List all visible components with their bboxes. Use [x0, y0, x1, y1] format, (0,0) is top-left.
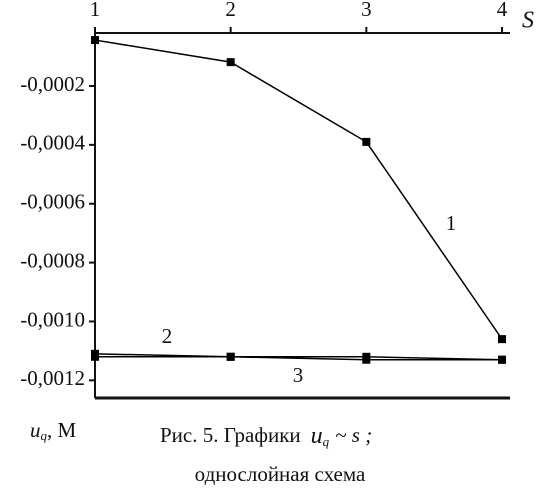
- marker: [226, 352, 235, 361]
- series-label: 3: [293, 363, 304, 387]
- x-tick-label: 2: [225, 0, 236, 21]
- caption-suffix: ~ s ;: [335, 423, 372, 447]
- series-label: 1: [446, 211, 457, 235]
- caption: Рис. 5. Графики uq ~ s ;: [160, 423, 372, 449]
- marker: [498, 335, 506, 344]
- marker: [91, 352, 99, 361]
- caption-sub: q: [323, 434, 330, 449]
- marker: [226, 58, 235, 67]
- x-tick-label: 1: [90, 0, 101, 21]
- caption-line2: однослойная схема: [195, 462, 366, 486]
- caption-symbol: u: [311, 423, 323, 449]
- y-axis-label: uq, М: [30, 418, 77, 443]
- y-label-sub: q: [41, 428, 48, 443]
- marker: [498, 355, 506, 364]
- y-tick-label: -0,0004: [20, 131, 85, 155]
- x-axis-label: S: [522, 8, 534, 34]
- marker: [362, 137, 371, 146]
- y-label-unit: , М: [47, 418, 77, 442]
- x-tick-label: 3: [361, 0, 372, 21]
- series-line: [94, 353, 503, 361]
- y-label-symbol: u: [30, 418, 41, 442]
- y-tick-label: -0,0008: [20, 248, 85, 272]
- marker: [362, 355, 371, 364]
- y-tick-label: -0,0006: [20, 190, 85, 214]
- series-label: 2: [162, 324, 173, 348]
- caption-prefix: Рис. 5. Графики: [160, 423, 301, 447]
- y-tick-label: -0,0012: [20, 366, 85, 390]
- series-line: [94, 39, 503, 340]
- series-line: [95, 356, 502, 361]
- y-tick-label: -0,0010: [20, 307, 85, 331]
- y-tick-label: -0,0002: [20, 72, 85, 96]
- x-tick-label: 4: [497, 0, 508, 21]
- marker: [91, 36, 99, 45]
